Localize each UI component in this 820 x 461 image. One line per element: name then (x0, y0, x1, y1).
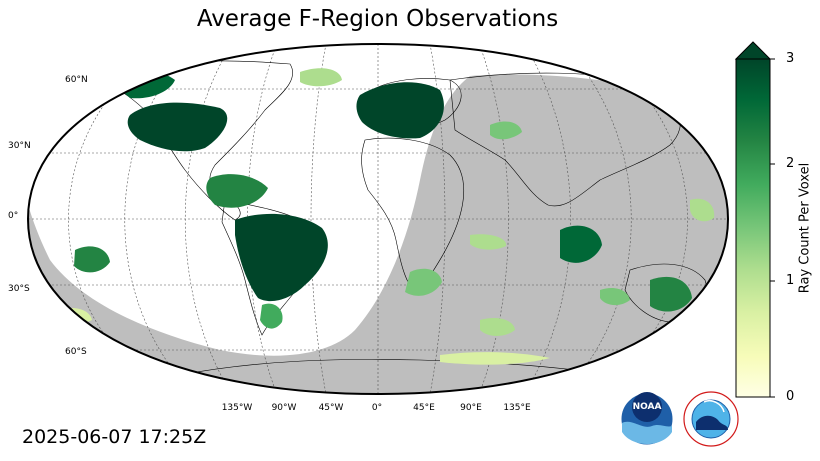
lon-label-0: 0° (371, 403, 383, 413)
lat-label-60n: 60°N (65, 75, 88, 85)
lon-label-135e: 135°E (503, 403, 531, 413)
colorbar-label-0: 0 (786, 389, 795, 404)
svg-text:NOAA: NOAA (633, 402, 662, 412)
lon-label-45w: 45°W (318, 403, 344, 413)
night-shade-region (28, 74, 728, 394)
colorbar (734, 41, 775, 398)
timestamp: 2025-06-07 17:25Z (22, 426, 207, 448)
colorbar-label-3: 3 (786, 51, 795, 66)
lat-label-30n: 30°N (8, 141, 31, 151)
lat-label-30s: 30°S (8, 284, 30, 294)
lon-label-90e: 90°E (460, 403, 482, 413)
colorbar-gradient (735, 58, 771, 398)
noaa-logo: NOAA (620, 392, 674, 446)
lat-label-60s: 60°S (65, 347, 87, 357)
lon-label-45e: 45°E (413, 403, 435, 413)
world-map (26, 42, 730, 396)
lon-label-135w: 135°W (221, 403, 253, 413)
map-border (26, 42, 730, 396)
nws-logo (683, 391, 739, 447)
lat-label-eq: 0° (8, 211, 19, 221)
lon-label-90w: 90°W (271, 403, 297, 413)
colorbar-title: Ray Count Per Voxel (797, 162, 813, 294)
colorbar-label-2: 2 (786, 156, 795, 171)
observation-density-overlay (60, 68, 715, 365)
colorbar-label-1: 1 (786, 273, 795, 288)
map-title: Average F-Region Observations (196, 6, 559, 32)
colorbar-extend-arrow (734, 41, 772, 60)
